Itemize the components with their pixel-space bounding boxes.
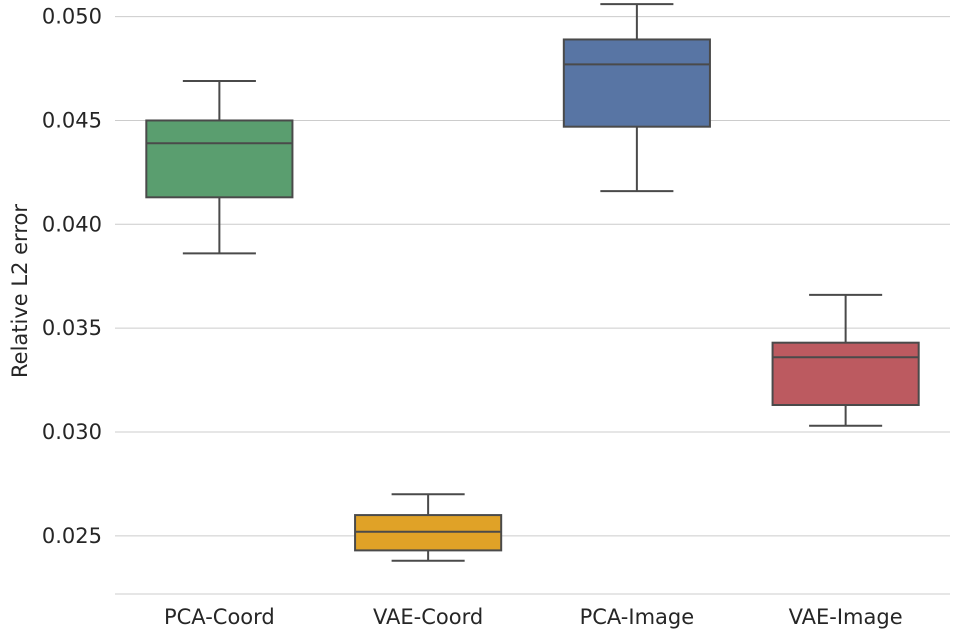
y-gridlines (115, 16, 950, 537)
y-tick-label: 0.025 (42, 524, 102, 548)
iqr-box (354, 514, 503, 552)
box-pca-image (562, 3, 711, 193)
box-pca-coord (145, 80, 294, 255)
y-tick-label: 0.035 (42, 316, 102, 340)
y-axis-label: Relative L2 error (8, 204, 32, 378)
boxes (145, 3, 920, 562)
x-tick-label: VAE-Coord (373, 605, 483, 629)
y-tick-label: 0.030 (42, 420, 102, 444)
y-tick-labels: 0.025 0.030 0.035 0.040 0.045 0.050 (42, 5, 102, 548)
y-tick-label: 0.040 (42, 212, 102, 236)
x-tick-label: PCA-Image (580, 605, 695, 629)
box-vae-image (771, 293, 920, 427)
x-tick-label: PCA-Coord (164, 605, 275, 629)
box-vae-coord (354, 493, 503, 562)
iqr-box (562, 38, 711, 128)
iqr-box (771, 341, 920, 407)
y-tick-label: 0.045 (42, 108, 102, 132)
iqr-box (145, 119, 294, 199)
x-tick-labels: PCA-Coord VAE-Coord PCA-Image VAE-Image (164, 605, 903, 629)
y-tick-label: 0.050 (42, 5, 102, 29)
x-tick-label: VAE-Image (789, 605, 903, 629)
